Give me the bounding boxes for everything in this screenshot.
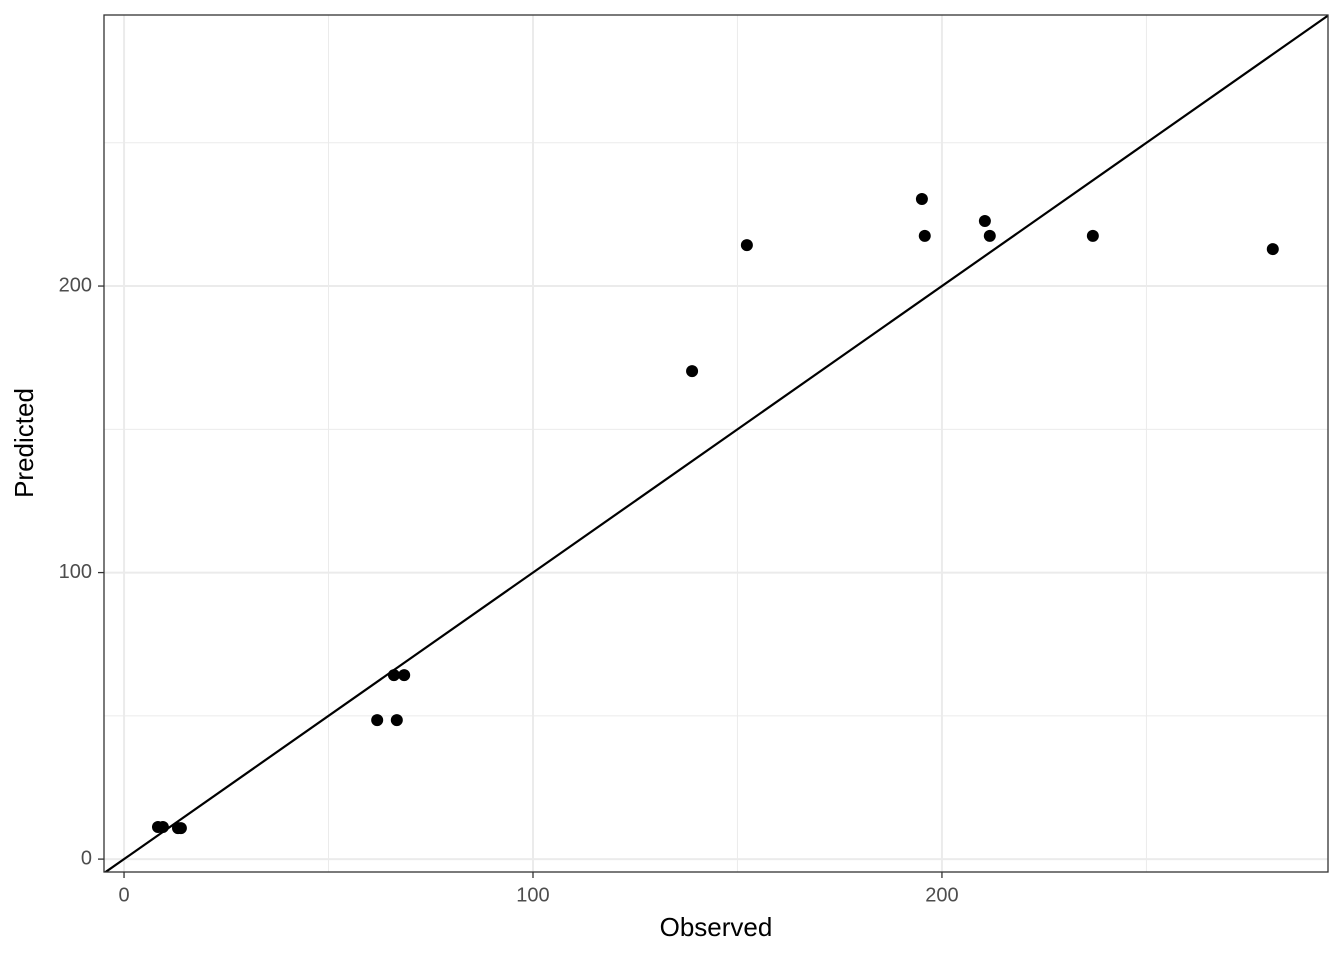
y-tick-label: 200	[59, 274, 92, 296]
point	[398, 669, 411, 682]
point	[156, 821, 169, 834]
grid	[104, 15, 1328, 872]
y-axis-title: Predicted	[9, 388, 39, 498]
point	[918, 229, 931, 242]
point	[686, 365, 699, 378]
y-tick-label: 0	[81, 847, 92, 869]
point	[740, 239, 753, 252]
point	[915, 192, 928, 205]
point	[1086, 229, 1099, 242]
point	[390, 714, 403, 727]
point	[387, 669, 400, 682]
plot-area	[104, 15, 1328, 872]
point	[371, 714, 384, 727]
x-tick-label: 200	[925, 884, 958, 906]
panel-border	[103, 14, 1329, 873]
point	[983, 229, 996, 242]
point	[978, 215, 991, 228]
x-axis-title: Observed	[660, 912, 773, 942]
point	[174, 822, 187, 835]
x-tick-label: 100	[516, 884, 549, 906]
x-tick-label: 0	[118, 884, 129, 906]
point	[1266, 243, 1279, 256]
reference-line	[104, 15, 1328, 872]
y-tick-label: 100	[59, 561, 92, 583]
